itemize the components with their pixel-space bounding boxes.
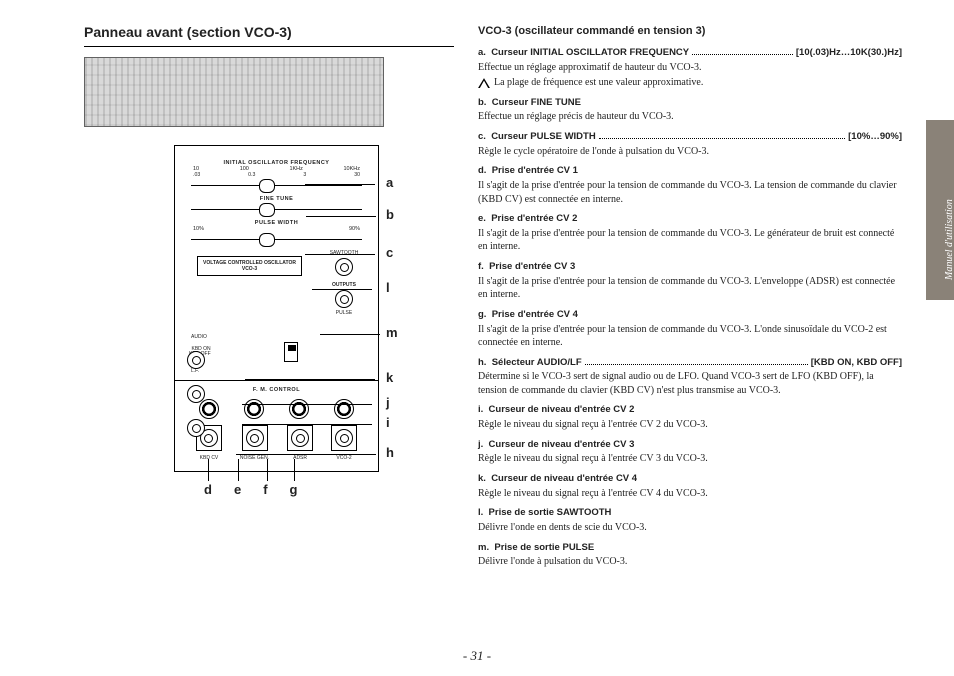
callout-f: f: [263, 482, 267, 497]
spec-item: i. Curseur de niveau d'entrée CV 2Règle …: [478, 404, 902, 431]
spec-list: a. Curseur INITIAL OSCILLATOR FREQUENCY[…: [478, 47, 902, 569]
fm-knob[interactable]: [289, 399, 309, 419]
lf-label: L.F.: [185, 368, 368, 374]
cv-jack[interactable]: [187, 419, 205, 437]
spec-item: a. Curseur INITIAL OSCILLATOR FREQUENCY[…: [478, 47, 902, 90]
vco3-panel: INITIAL OSCILLATOR FREQUENCY 10 100 1KHz…: [174, 145, 379, 472]
cv-jack[interactable]: [187, 351, 205, 369]
spec-item: k. Curseur de niveau d'entrée CV 4Règle …: [478, 473, 902, 500]
spec-item: b. Curseur FINE TUNEEffectue un réglage …: [478, 97, 902, 124]
left-column: Panneau avant (section VCO-3) INITIAL OS…: [84, 24, 454, 666]
divider: [175, 380, 378, 381]
spec-item: m. Prise de sortie PULSEDélivre l'onde à…: [478, 542, 902, 569]
fm-jack[interactable]: [335, 429, 353, 447]
fm-knob[interactable]: [244, 399, 264, 419]
fm-knob[interactable]: [334, 399, 354, 419]
fm-knob[interactable]: [199, 399, 219, 419]
spec-item: e. Prise d'entrée CV 2Il s'agit de la pr…: [478, 213, 902, 254]
pw-slider[interactable]: [191, 234, 362, 244]
spec-item: c. Curseur PULSE WIDTH[10%…90%]Règle le …: [478, 131, 902, 158]
callout-c: c: [386, 245, 393, 260]
page-number: - 31 -: [0, 648, 954, 664]
fm-knob-row: [187, 399, 366, 419]
cv-jacks: [187, 351, 205, 437]
callout-l: l: [386, 280, 390, 295]
callout-b: b: [386, 207, 394, 222]
spec-title: VCO-3 (oscillateur commandé en tension 3…: [478, 24, 902, 39]
finetune-slider[interactable]: [191, 204, 362, 214]
callout-e: e: [234, 482, 241, 497]
fm-jack-row: KBD CV NOISE GEN. ADSR VCO-2: [187, 425, 366, 461]
audio-lf-switch[interactable]: [284, 342, 298, 362]
freq-scale-bot: .03 0.3 3 30: [185, 172, 368, 178]
right-column: VCO-3 (oscillateur commandé en tension 3…: [478, 24, 902, 666]
spec-item: d. Prise d'entrée CV 1Il s'agit de la pr…: [478, 165, 902, 206]
finetune-label: FINE TUNE: [185, 196, 368, 202]
note-icon: [478, 78, 490, 88]
spec-item: h. Sélecteur AUDIO/LF[KBD ON, KBD OFF]Dé…: [478, 357, 902, 398]
spec-item: j. Curseur de niveau d'entrée CV 3Règle …: [478, 439, 902, 466]
sawtooth-jack[interactable]: [335, 258, 353, 276]
callout-h: h: [386, 445, 394, 460]
panel-figure: INITIAL OSCILLATOR FREQUENCY 10 100 1KHz…: [174, 145, 454, 497]
freq-slider[interactable]: [191, 180, 362, 190]
fm-label: F. M. CONTROL: [185, 387, 368, 393]
section-title: Panneau avant (section VCO-3): [84, 24, 454, 40]
spec-item: f. Prise d'entrée CV 3Il s'agit de la pr…: [478, 261, 902, 302]
callout-d: d: [204, 482, 212, 497]
callout-g: g: [290, 482, 298, 497]
audio-label: AUDIO: [191, 334, 207, 340]
pw-scale: 10% 90%: [185, 226, 368, 232]
pulse-jack[interactable]: [335, 290, 353, 308]
page: Panneau avant (section VCO-3) INITIAL OS…: [0, 0, 954, 676]
fm-jack[interactable]: [246, 429, 264, 447]
module-box: VOLTAGE CONTROLLED OSCILLATOR VCO-3: [197, 256, 302, 276]
fm-jack[interactable]: [291, 429, 309, 447]
outputs-label: OUTPUTS: [320, 282, 368, 288]
callout-j: j: [386, 395, 390, 410]
spec-item: g. Prise d'entrée CV 4Il s'agit de la pr…: [478, 309, 902, 350]
overview-thumbnail: [84, 57, 384, 127]
sawtooth-label: SAWTOOTH: [320, 250, 368, 256]
callout-k: k: [386, 370, 393, 385]
pulse-label: PULSE: [320, 310, 368, 316]
callout-i: i: [386, 415, 390, 430]
side-tab: Manuel d'utilisation: [926, 120, 954, 300]
callout-a: a: [386, 175, 393, 190]
callout-m: m: [386, 325, 398, 340]
spec-item: l. Prise de sortie SAWTOOTHDélivre l'ond…: [478, 507, 902, 534]
bottom-callouts: d e f g: [204, 482, 454, 497]
title-rule: [84, 46, 454, 47]
side-tab-label: Manuel d'utilisation: [944, 199, 954, 280]
